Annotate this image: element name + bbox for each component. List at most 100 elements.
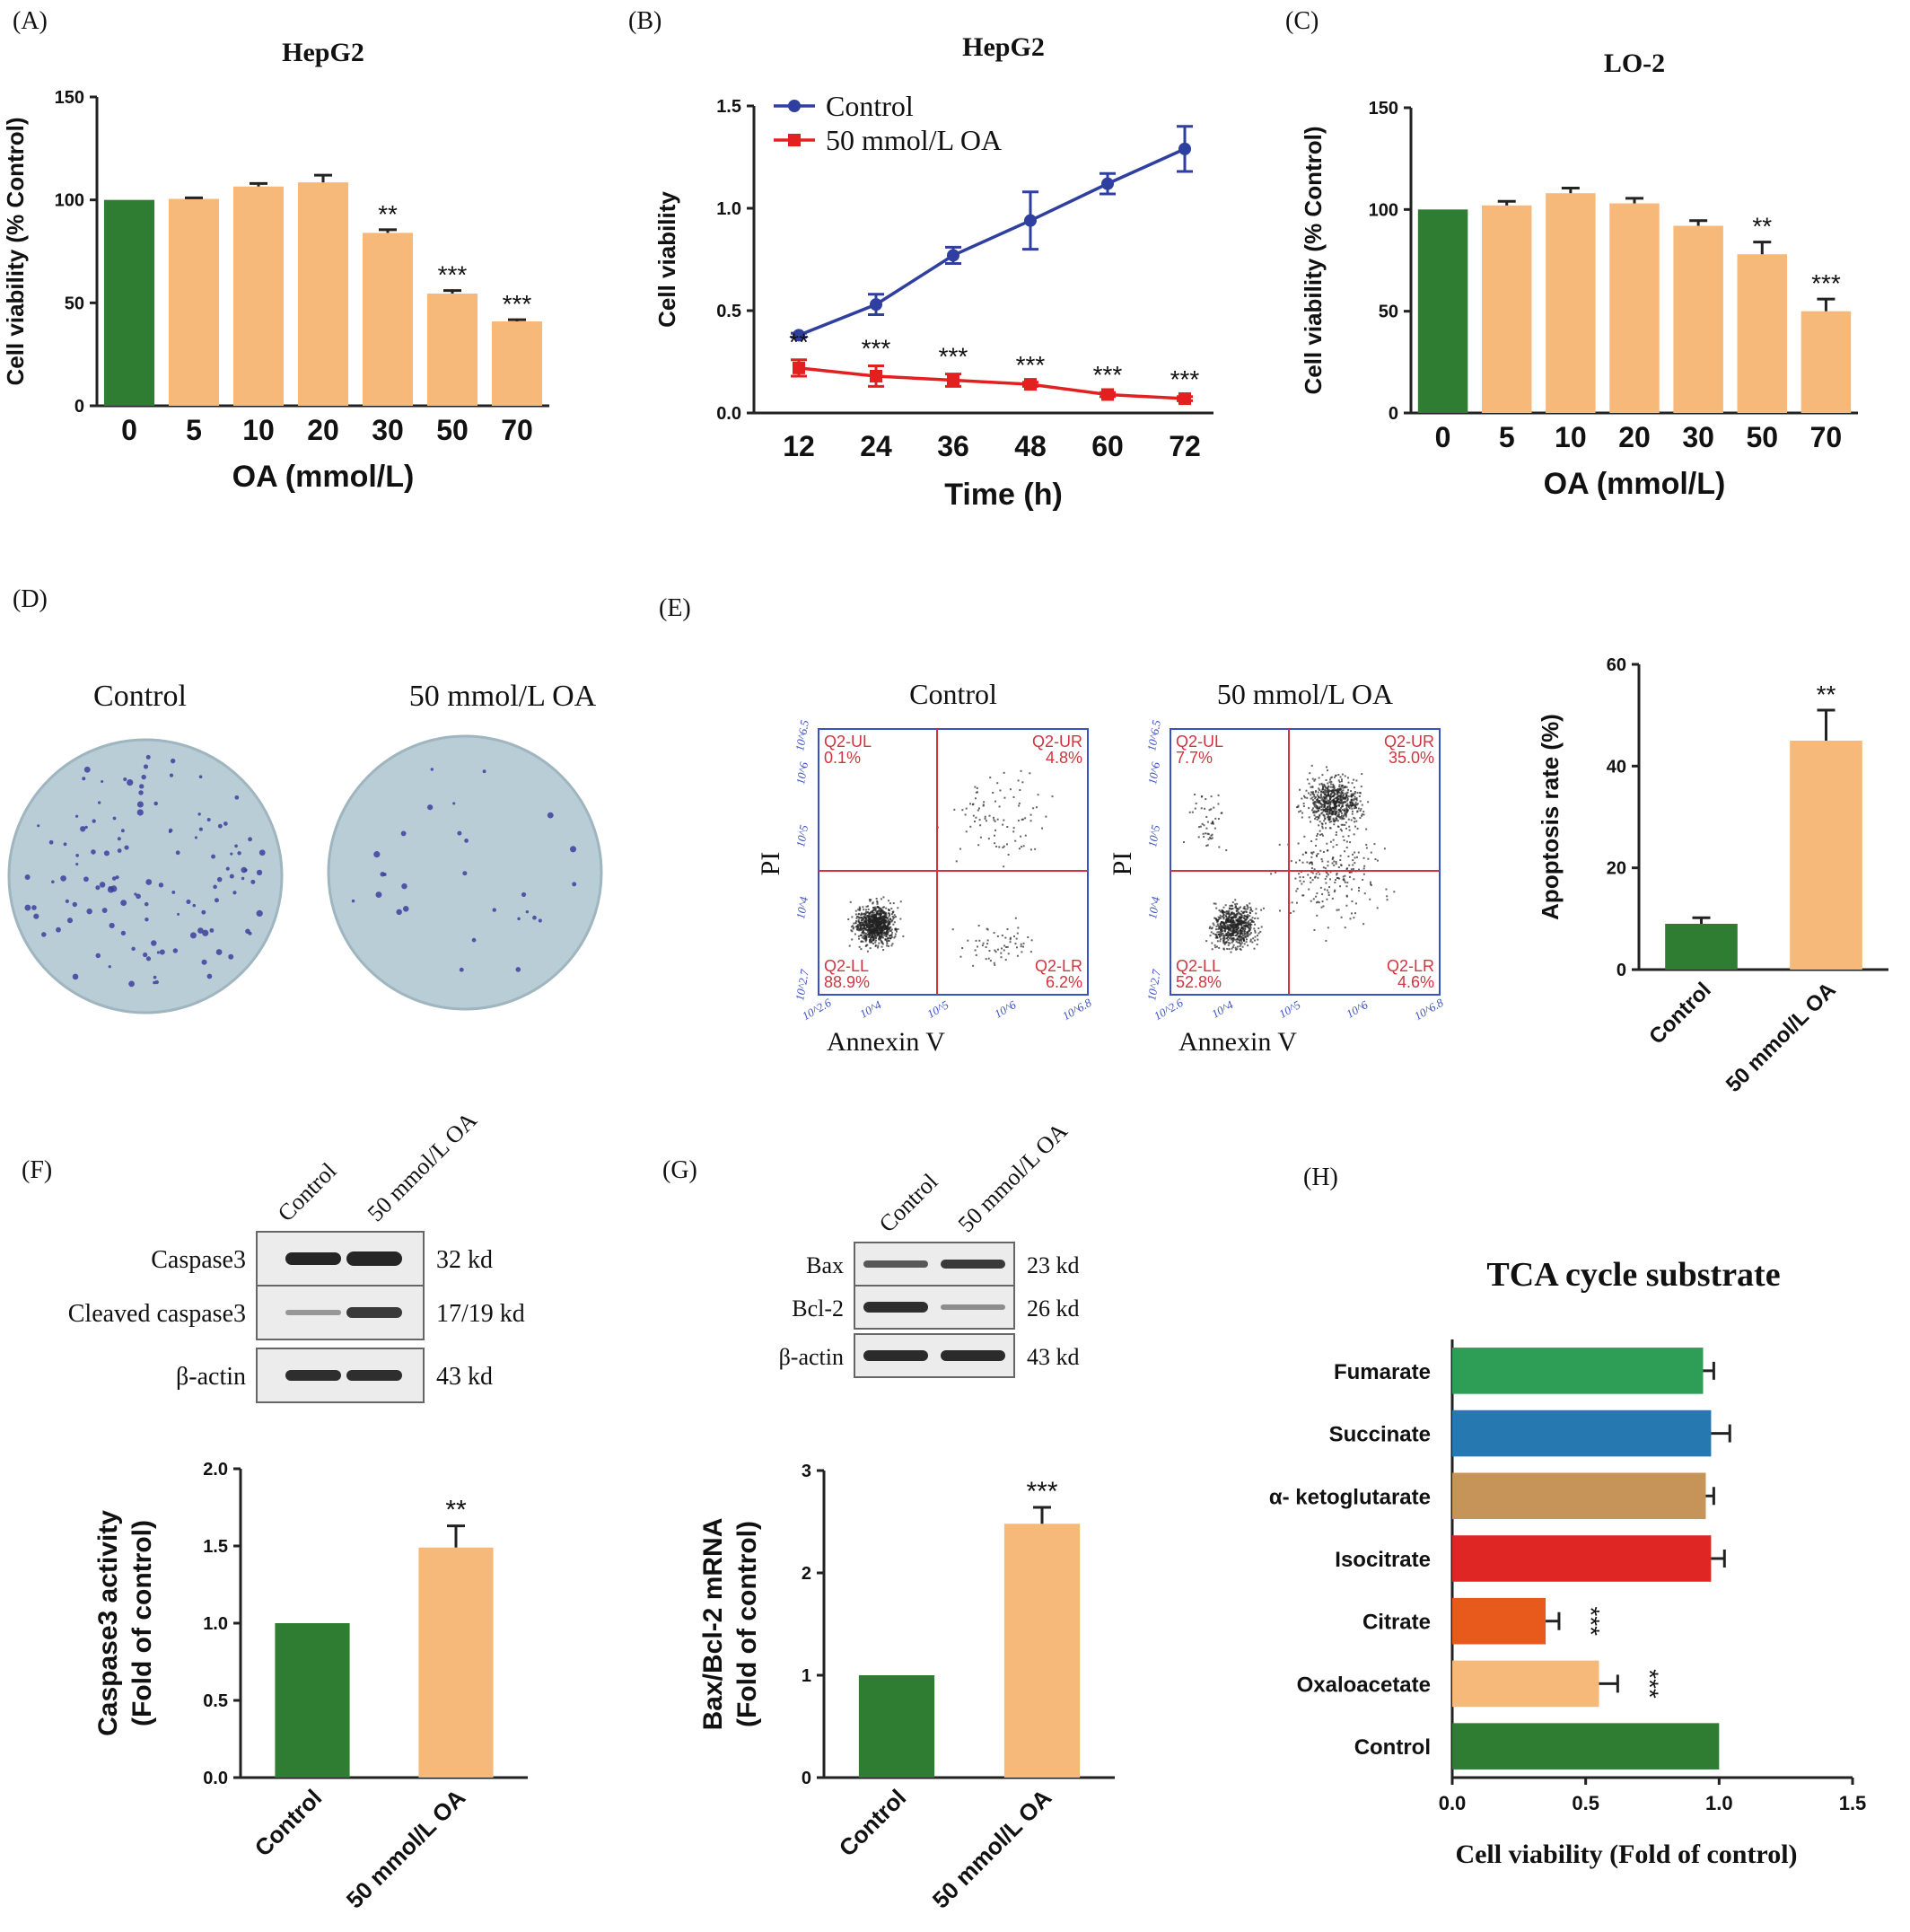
event-dot [953, 808, 956, 811]
event-dot [1228, 937, 1231, 940]
event-dot [1240, 913, 1242, 916]
event-dot [1226, 921, 1229, 924]
event-dot [1341, 805, 1344, 808]
colony-dot [74, 814, 79, 818]
event-dot [1301, 812, 1304, 814]
event-dot [1337, 801, 1340, 804]
event-dot [1340, 864, 1343, 866]
event-dot [1035, 806, 1038, 809]
event-dot [1319, 803, 1322, 805]
event-dot [1327, 893, 1330, 896]
y-axis-label: Bax/Bcl-2 mRNA [698, 1518, 728, 1731]
colony-dot [153, 975, 157, 979]
event-dot [1298, 811, 1301, 813]
event-dot [1348, 829, 1351, 831]
y-tick-label: 1.0 [716, 199, 741, 219]
event-dot [1212, 821, 1214, 823]
event-dot [882, 915, 885, 918]
event-dot [1317, 791, 1319, 794]
event-dot [1359, 792, 1362, 795]
event-dot [860, 912, 863, 915]
colony-dot [525, 909, 530, 914]
event-dot [881, 934, 883, 936]
colony-dot [462, 871, 468, 876]
event-dot [1310, 876, 1312, 879]
event-dot [885, 907, 888, 909]
colony-dot [120, 900, 127, 907]
event-dot [868, 926, 871, 928]
event-dot [1355, 856, 1358, 858]
bar [1452, 1723, 1720, 1770]
colony-dot [48, 839, 54, 845]
event-dot [1045, 815, 1047, 818]
event-dot [1326, 795, 1328, 798]
event-dot [1315, 873, 1318, 875]
event-dot [1252, 937, 1255, 940]
event-dot [871, 936, 873, 939]
data-point [870, 298, 882, 312]
event-dot [873, 925, 876, 927]
event-dot [1188, 811, 1191, 813]
event-dot [877, 923, 880, 926]
event-dot [1222, 918, 1225, 920]
event-dot [1223, 926, 1226, 929]
event-dot [1339, 776, 1342, 778]
event-dot [1324, 786, 1327, 788]
event-dot [984, 817, 986, 820]
event-dot [1231, 904, 1233, 907]
event-dot [1246, 904, 1249, 907]
event-dot [1328, 805, 1331, 808]
event-dot [1348, 875, 1351, 878]
event-dot [1297, 804, 1300, 807]
event-dot [1231, 921, 1233, 924]
colony-dot [154, 979, 159, 985]
event-dot [1240, 914, 1243, 917]
event-dot [1234, 946, 1237, 949]
event-dot [1005, 946, 1008, 949]
event-dot [1336, 818, 1338, 821]
event-dot [1365, 828, 1368, 830]
event-dot [1317, 832, 1319, 835]
event-dot [987, 838, 990, 840]
y-tick-label: 100 [55, 191, 84, 211]
event-dot [1324, 790, 1327, 793]
event-dot [1253, 927, 1256, 930]
event-dot [869, 947, 872, 950]
event-dot [869, 900, 872, 902]
event-dot [975, 953, 977, 956]
event-dot [1229, 913, 1231, 916]
colony-dot [547, 812, 554, 819]
event-dot [1220, 922, 1222, 925]
event-dot [959, 955, 962, 958]
event-dot [850, 929, 853, 932]
event-dot [1222, 911, 1225, 914]
event-dot [1315, 854, 1318, 856]
event-dot [1319, 813, 1321, 816]
event-dot [1235, 928, 1238, 931]
event-dot [888, 939, 890, 942]
event-dot [855, 916, 858, 918]
event-dot [893, 916, 896, 918]
flow-plot-oa: 50 mmol/L OAQ2-UL7.7%Q2-UR35.0%Q2-LL52.8… [1108, 678, 1446, 1057]
event-dot [1326, 787, 1328, 790]
protein-label: β-actin [779, 1344, 844, 1370]
event-dot [1342, 798, 1345, 801]
event-dot [1310, 867, 1313, 870]
event-dot [1328, 790, 1331, 793]
colony-dot [201, 909, 206, 915]
event-dot [1335, 812, 1337, 814]
colony-dot [151, 940, 157, 946]
event-dot [859, 924, 862, 926]
event-dot [1345, 792, 1348, 795]
event-dot [1319, 800, 1321, 803]
event-dot [1217, 803, 1220, 805]
event-dot [1238, 938, 1240, 941]
event-dot [860, 914, 863, 917]
event-dot [1209, 926, 1212, 928]
event-dot [899, 900, 902, 903]
event-dot [1208, 926, 1211, 929]
event-dot [1245, 922, 1248, 925]
colony-dot [95, 885, 101, 891]
